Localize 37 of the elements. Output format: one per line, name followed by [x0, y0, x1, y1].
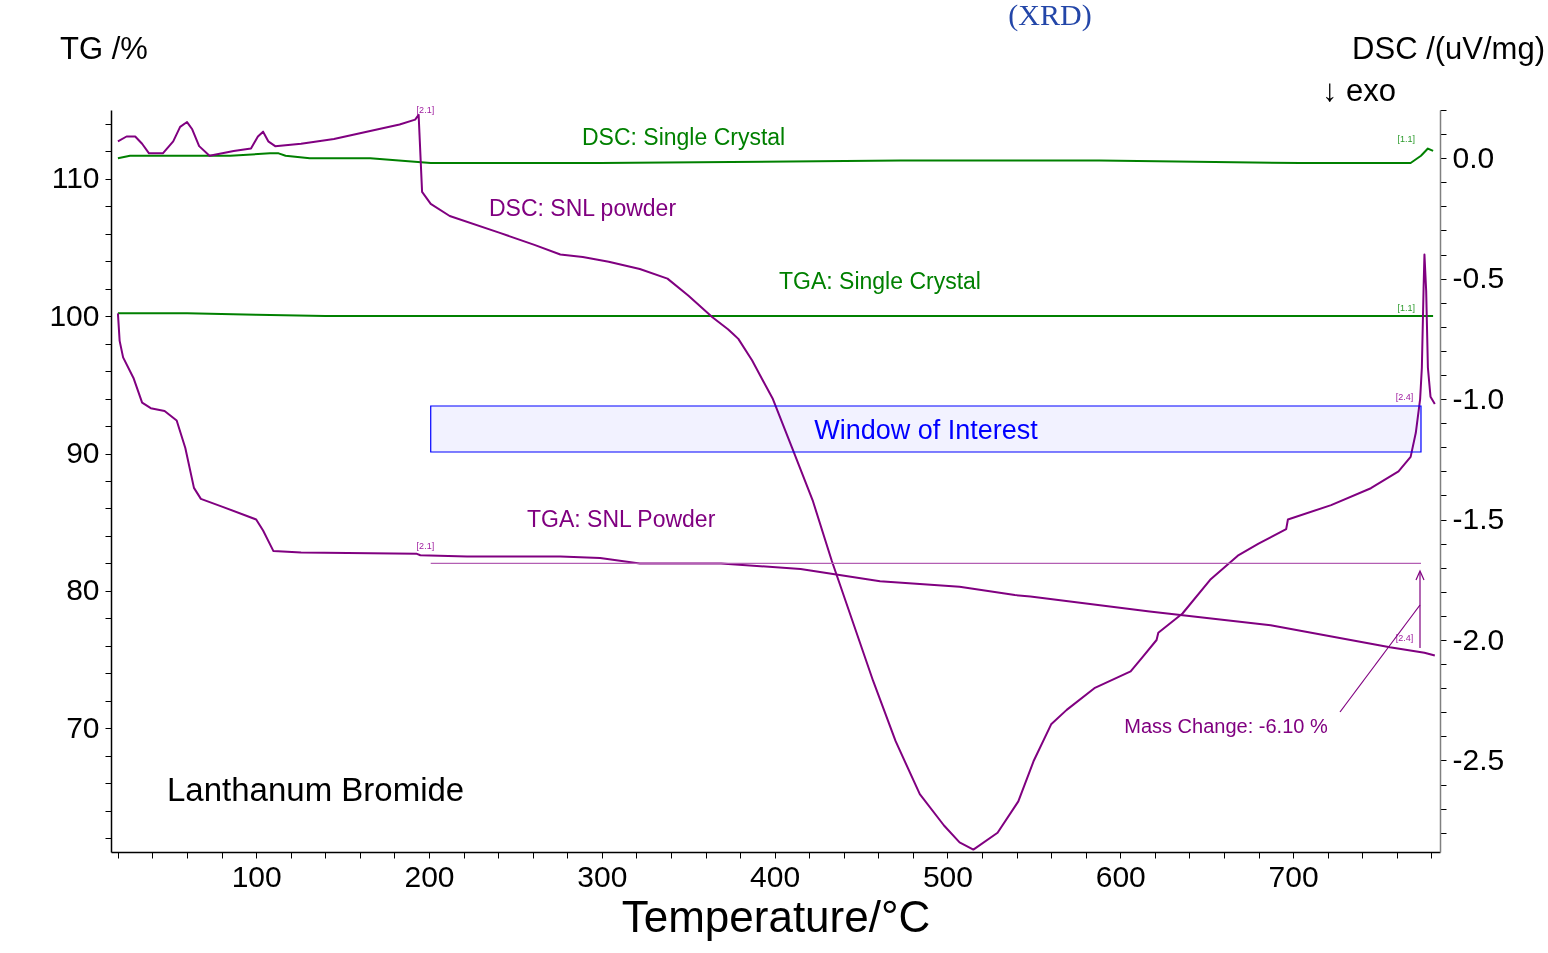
- x-tick-label: 500: [922, 859, 973, 893]
- annotation: [2.1]: [416, 105, 435, 116]
- y2-tick-label: -1.0: [1452, 381, 1505, 415]
- text: ↓ exo: [1322, 73, 1397, 108]
- x-tick-label: 300: [577, 859, 628, 893]
- y-tick-label: 70: [66, 710, 100, 744]
- annotation: [2.4]: [1395, 392, 1414, 403]
- line-series: [116, 113, 1436, 851]
- annotation: [1.1]: [1397, 134, 1415, 145]
- x-axis-title: Temperature/°C: [621, 891, 931, 941]
- y2-tick-label: 0.0: [1452, 140, 1495, 174]
- series-label: TGA: Single Crystal: [779, 268, 981, 294]
- annotation: Lanthanum Bromide: [167, 771, 465, 808]
- y-tick-label: 90: [66, 436, 100, 470]
- y2-tick-label: -1.5: [1452, 502, 1505, 536]
- annotation: [2.1]: [416, 540, 435, 551]
- y-tick-label: 100: [49, 298, 100, 332]
- series-label: DSC: Single Crystal: [582, 124, 786, 150]
- x-tick-label: 700: [1268, 859, 1319, 893]
- y2-tick-label: -2.5: [1452, 742, 1505, 776]
- y-tick-label: 80: [66, 573, 100, 607]
- y-tick-label: 110: [51, 161, 100, 195]
- band-label: Window of Interest: [814, 415, 1039, 445]
- y2-tick-label: -0.5: [1452, 261, 1505, 295]
- annotation: Mass Change: -6.10 %: [1124, 715, 1328, 737]
- y2-axis-title: DSC /(uV/mg): [1352, 31, 1545, 66]
- text: (XRD): [1008, 0, 1092, 32]
- y2-tick-label: -2.0: [1452, 622, 1505, 656]
- x-tick-label: 200: [404, 859, 455, 893]
- series-label: TGA: SNL Powder: [527, 506, 716, 532]
- annotation: [2.4]: [1395, 632, 1414, 643]
- x-tick-label: 400: [750, 859, 801, 893]
- x-tick-label: 100: [231, 859, 282, 893]
- y-axis-title: TG /%: [60, 31, 148, 66]
- x-tick-label: 600: [1095, 859, 1146, 893]
- annotation: [1.1]: [1397, 303, 1415, 314]
- series-label: DSC: SNL powder: [489, 195, 677, 221]
